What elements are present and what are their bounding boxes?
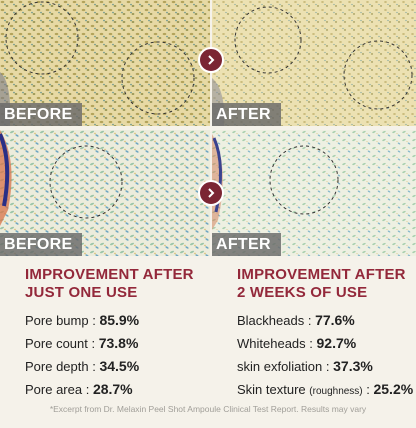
result-label: Pore bump [25, 313, 89, 328]
one-use-heading-line2: JUST ONE USE [25, 284, 138, 301]
result-row: Pore depth : 34.5% [25, 358, 140, 374]
result-value: 92.7% [316, 335, 357, 351]
skin-texture-after [212, 130, 416, 256]
result-row: Blackheads : 77.6% [237, 312, 355, 328]
result-row: Pore bump : 85.9% [25, 312, 140, 328]
clinical-footnote: *Excerpt from Dr. Melaxin Peel Shot Ampo… [49, 404, 367, 414]
result-value: 73.8% [98, 335, 139, 351]
result-label: Whiteheads [237, 336, 306, 351]
result-value: 85.9% [99, 312, 140, 328]
result-row: Pore count : 73.8% [25, 335, 139, 351]
result-row: skin exfoliation : 37.3% [237, 358, 373, 374]
one-use-heading-line1: IMPROVEMENT AFTER [25, 266, 194, 283]
result-label: Blackheads [237, 313, 305, 328]
before-label: BEFORE [0, 103, 83, 126]
before-pore-image: BEFORE [0, 0, 210, 126]
result-value: 34.5% [99, 358, 140, 374]
two-weeks-results: IMPROVEMENT AFTER 2 WEEKS OF USE Blackhe… [237, 266, 415, 403]
after-label-2: AFTER [212, 233, 281, 256]
result-label: Pore count [25, 336, 88, 351]
result-label: Skin texture [237, 382, 306, 397]
one-use-results: IMPROVEMENT AFTER JUST ONE USE Pore bump… [25, 266, 215, 401]
two-weeks-heading-line2: 2 WEEKS OF USE [237, 284, 368, 301]
one-use-heading: IMPROVEMENT AFTER JUST ONE USE [25, 266, 215, 302]
result-row: Skin texture (roughness) : 25.2% [237, 381, 414, 397]
result-value: 25.2% [373, 381, 414, 397]
two-weeks-heading-line1: IMPROVEMENT AFTER [237, 266, 406, 283]
result-note: (roughness) [309, 386, 363, 397]
before-texture-image: BEFORE [0, 130, 210, 256]
chevron-right-icon [208, 188, 215, 198]
compare-arrow-bottom [198, 180, 224, 206]
after-texture-image: AFTER [212, 130, 416, 256]
after-pore-image: AFTER [212, 0, 416, 126]
result-row: Pore area : 28.7% [25, 381, 133, 397]
result-label: Pore area [25, 382, 83, 397]
result-value: 28.7% [92, 381, 133, 397]
result-label: skin exfoliation [237, 359, 323, 374]
chevron-right-icon [208, 55, 215, 65]
result-value: 37.3% [333, 358, 373, 374]
before-label-2: BEFORE [0, 233, 83, 256]
result-label: Pore depth [25, 359, 89, 374]
compare-arrow-top [198, 47, 224, 73]
after-label: AFTER [212, 103, 281, 126]
two-weeks-heading: IMPROVEMENT AFTER 2 WEEKS OF USE [237, 266, 415, 302]
result-row: Whiteheads : 92.7% [237, 335, 357, 351]
result-value: 77.6% [315, 312, 355, 328]
